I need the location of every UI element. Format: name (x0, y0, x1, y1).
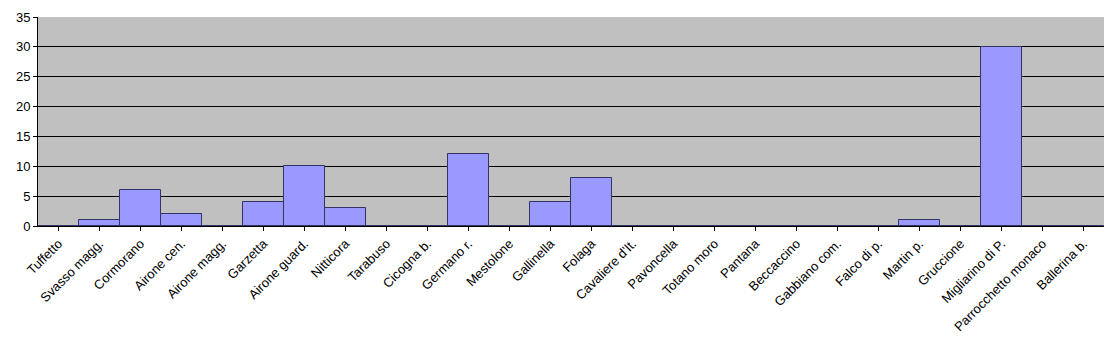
svg-text:30: 30 (16, 39, 30, 54)
svg-text:Pavoncella: Pavoncella (625, 236, 681, 292)
svg-text:Svasso magg.: Svasso magg. (37, 236, 106, 305)
svg-text:Parrocchetto monaco: Parrocchetto monaco (951, 236, 1049, 334)
svg-text:0: 0 (23, 219, 30, 234)
svg-text:Mestolone: Mestolone (463, 236, 516, 289)
svg-text:Nitticora: Nitticora (308, 236, 353, 281)
svg-text:20: 20 (16, 99, 30, 114)
svg-text:25: 25 (16, 69, 30, 84)
svg-text:Gruccione: Gruccione (915, 236, 968, 289)
svg-text:10: 10 (16, 159, 30, 174)
svg-text:Cavaliere d'It.: Cavaliere d'It. (573, 236, 640, 303)
svg-text:Martin p.: Martin p. (880, 236, 926, 282)
svg-text:Cicogna b.: Cicogna b. (380, 236, 435, 291)
svg-text:Cormorano: Cormorano (91, 236, 148, 293)
svg-text:Pantana: Pantana (717, 236, 762, 281)
svg-text:Airone guard.: Airone guard. (245, 236, 311, 302)
svg-text:Gallinella: Gallinella (509, 236, 558, 285)
svg-text:15: 15 (16, 129, 30, 144)
svg-text:35: 35 (16, 10, 30, 25)
svg-text:Ballerina b.: Ballerina b. (1034, 236, 1091, 293)
svg-text:Folaga: Folaga (560, 236, 599, 275)
svg-text:Airone magg.: Airone magg. (164, 236, 229, 301)
svg-text:Totano moro: Totano moro (660, 236, 722, 298)
svg-text:Garzetta: Garzetta (224, 236, 270, 282)
svg-text:Airone cen.: Airone cen. (131, 236, 188, 293)
svg-text:Falco di p.: Falco di p. (832, 236, 885, 289)
svg-text:5: 5 (23, 189, 30, 204)
svg-text:Tarabuso: Tarabuso (345, 236, 393, 284)
svg-text:Migliarino di P.: Migliarino di P. (939, 236, 1009, 306)
svg-text:Beccaccino: Beccaccino (746, 236, 804, 294)
svg-text:Tuffetto: Tuffetto (24, 236, 65, 277)
svg-text:Gabbiano com.: Gabbiano com. (771, 236, 844, 309)
svg-text:Germano r.: Germano r. (419, 236, 476, 293)
